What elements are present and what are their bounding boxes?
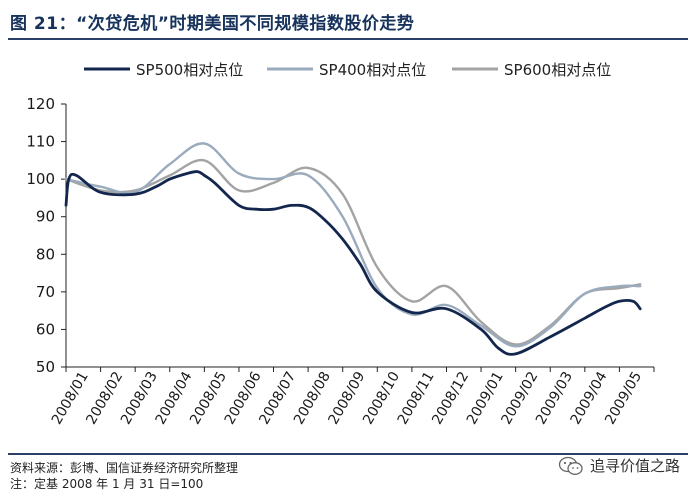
base-note: 注：定基 2008 年 1 月 31 日=100 xyxy=(10,477,204,491)
series-group xyxy=(64,142,642,356)
y-tick-label: 80 xyxy=(36,245,55,263)
legend: SP500相对点位 SP400相对点位 SP600相对点位 xyxy=(84,61,611,79)
watermark-text: 追寻价值之路 xyxy=(589,457,680,475)
legend-label-sp400: SP400相对点位 xyxy=(319,61,426,79)
y-tick-label: 60 xyxy=(36,320,55,338)
series-line-sp500 xyxy=(64,170,642,356)
series-line-sp600 xyxy=(64,158,642,346)
axes: 50607080901001101202008/012008/022008/03… xyxy=(26,95,655,427)
footer-rule xyxy=(8,453,688,455)
figure-title: 图 21：“次贷危机”时期美国不同规模指数股价走势 xyxy=(10,14,415,34)
y-tick-label: 100 xyxy=(26,170,55,188)
y-tick-label: 120 xyxy=(26,95,55,113)
watermark: 追寻价值之路 xyxy=(558,455,680,476)
y-tick-label: 110 xyxy=(26,133,55,151)
wechat-icon xyxy=(558,456,583,475)
legend-label-sp500: SP500相对点位 xyxy=(136,61,243,79)
y-tick-label: 70 xyxy=(36,283,55,301)
source-note: 资料来源：彭博、国信证券经济研究所整理 xyxy=(10,461,239,475)
y-tick-label: 50 xyxy=(36,358,55,376)
series-line-sp400 xyxy=(64,142,642,348)
title-rule xyxy=(8,38,688,40)
line-chart: SP500相对点位 SP400相对点位 SP600相对点位 50 60 70 80 90… xyxy=(26,61,655,427)
y-tick-label: 90 xyxy=(36,208,55,226)
legend-label-sp600: SP600相对点位 xyxy=(504,61,611,79)
